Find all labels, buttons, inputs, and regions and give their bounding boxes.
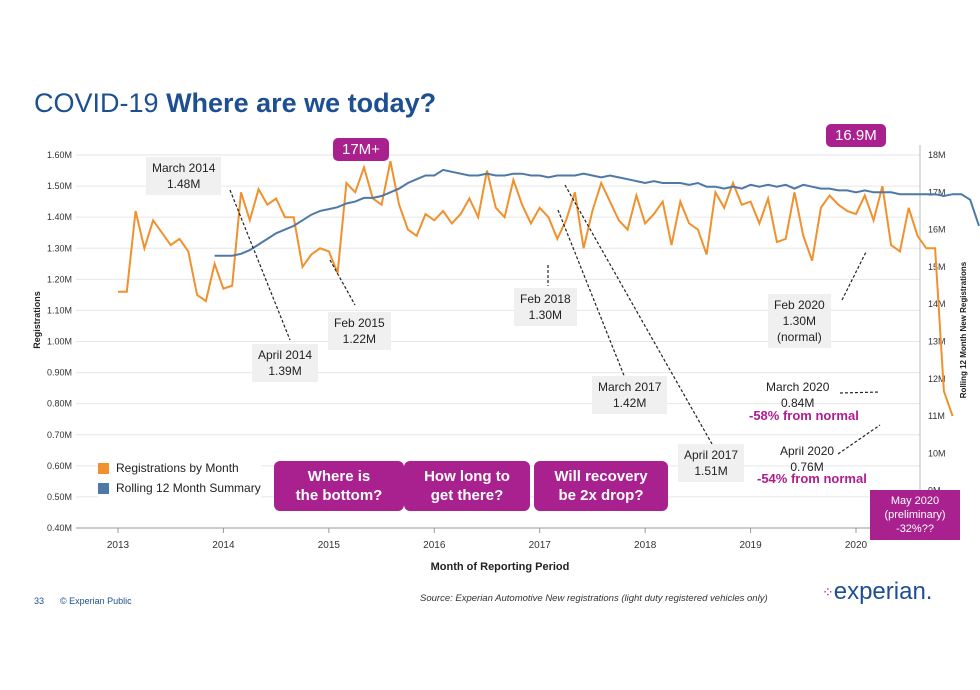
y-tick-label: 1.20M [47,274,72,284]
y2-tick-label: 13M [928,337,946,347]
x-tick-label: 2016 [423,540,446,551]
y-axis-left: 0.40M 0.50M 0.60M 0.70M 0.80M 0.90M 1.00M 1.10M… [47,150,72,533]
latest-badge: 16.9M [826,124,886,147]
x-tick-label: 2020 [845,540,868,551]
callout-bottom: Where is the bottom? [274,461,404,511]
y2-tick-label: 18M [928,150,946,160]
chart-legend: Registrations by Month Rolling 12 Month … [98,458,261,498]
y-tick-label: 1.60M [47,150,72,160]
legend-swatch [98,482,109,494]
leader-line [329,259,356,306]
peak-badge: 17M+ [333,138,389,161]
y-tick-label: 0.90M [47,368,72,378]
y2-tick-label: 10M [928,448,946,458]
leader-line [229,189,291,341]
y-tick-label: 0.60M [47,461,72,471]
annotation-mar2020: March 2020 0.84M [766,380,830,410]
annotation-mar2020-pct: -58% from normal [749,408,859,423]
y-axis-right: 8M9M10M11M12M13M14M15M16M17M18M [928,150,946,533]
annotation-feb2018: Feb 2018 1.30M [514,288,577,326]
series-lines [118,161,980,417]
x-tick-label: 2019 [739,540,762,551]
y-tick-label: 1.10M [47,305,72,315]
annotation-mar2017: March 2017 1.42M [592,376,668,414]
leader-line [841,251,867,301]
leader-line [839,391,881,394]
x-tick-label: 2017 [529,540,552,551]
experian-logo: ⁘experian. [822,578,933,605]
leader-line [837,424,881,455]
series-line-1 [214,168,980,257]
y2-tick-label: 14M [928,299,946,309]
callout-how-long: How long to get there? [404,461,530,511]
x-tick-label: 2014 [212,540,235,551]
annotation-apr2014: April 2014 1.39M [252,344,319,382]
x-tick-label: 2013 [107,540,130,551]
annotation-feb2020: Feb 2020 1.30M (normal) [768,294,831,348]
y2-tick-label: 11M [928,411,945,421]
callout-recovery: Will recovery be 2x drop? [534,461,668,511]
x-axis: 2013 2014 2015 2016 2017 2018 2019 2020 [107,528,868,551]
annotation-apr2017: April 2017 1.51M [678,444,745,482]
y-tick-label: 1.40M [47,212,72,222]
y-axis-label: Registrations [32,291,42,349]
logo-dots-icon: ⁘ [822,584,834,601]
annotation-leaders [229,184,881,455]
footer-classification: © Experian Public [60,596,132,606]
series-line-0 [118,161,954,417]
legend-item-rolling: Rolling 12 Month Summary [98,478,261,498]
annotation-apr2020: April 2020 0.76M [780,444,835,474]
page-title: COVID-19 Where are we today? [34,88,437,118]
y-tick-label: 1.30M [47,243,72,253]
y-tick-label: 0.50M [47,492,72,502]
legend-swatch [98,462,109,474]
x-tick-label: 2015 [318,540,341,551]
leader-line [557,209,626,379]
source-note: Source: Experian Automotive New registra… [420,593,768,604]
y2-axis-label: Rolling 12 Month New Registrations [959,261,968,398]
annotation-apr2020-pct: -54% from normal [757,471,867,486]
y-tick-label: 1.00M [47,337,72,347]
annotation-may2020: May 2020 (preliminary) -32%?? [870,490,960,540]
y-tick-label: 0.80M [47,399,72,409]
y2-tick-label: 17M [928,187,946,197]
y-tick-label: 1.50M [47,181,72,191]
legend-item-registrations: Registrations by Month [98,458,261,478]
y-tick-label: 0.70M [47,430,72,440]
footer-page-number: 33 [34,596,45,606]
y2-tick-label: 12M [928,374,946,384]
annotation-mar2014: March 2014 1.48M [146,157,222,195]
annotation-feb2015: Feb 2015 1.22M [328,312,391,350]
y2-tick-label: 16M [928,225,946,235]
x-tick-label: 2018 [634,540,657,551]
y-tick-label: 0.40M [47,523,72,533]
x-axis-label: Month of Reporting Period [431,561,570,573]
